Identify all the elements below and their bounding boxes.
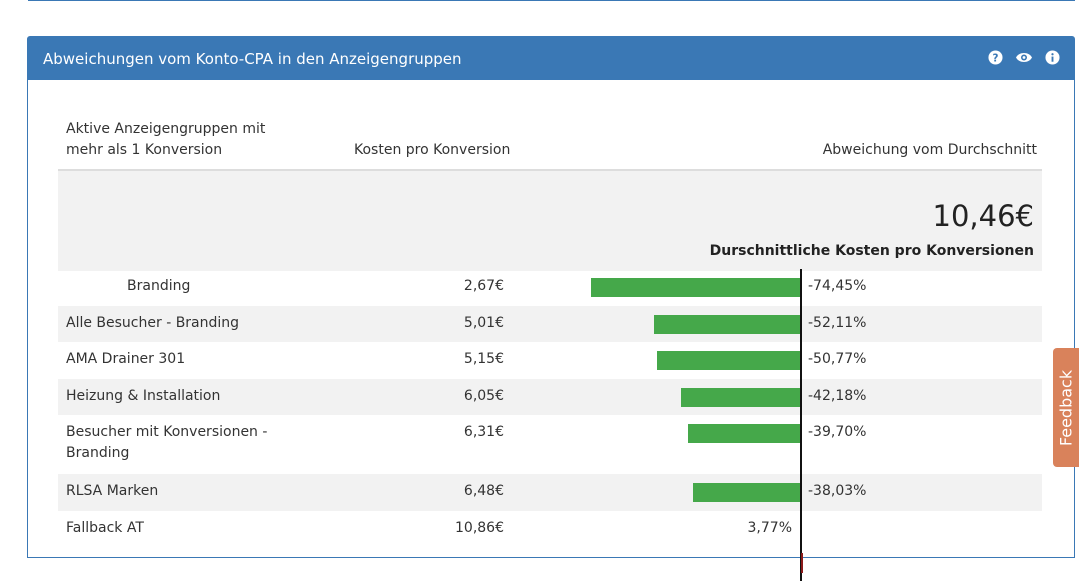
row-ad-group-name: Fallback AT <box>66 520 144 536</box>
table-row: Branding 2,67€ -74,45% <box>58 269 1042 306</box>
row-ad-group-name: RLSA Marken <box>66 483 159 499</box>
deviation-bar <box>654 315 800 334</box>
deviation-bar <box>693 483 800 502</box>
column-header-deviation: Abweichung vom Durchschnitt <box>822 142 1037 158</box>
row-deviation-value: -74,45% <box>808 278 867 294</box>
row-deviation-value: -52,11% <box>808 315 867 331</box>
row-deviation-value: -50,77% <box>808 351 867 367</box>
row-ad-group-name: Besucher mit Konversionen - Branding <box>66 424 268 461</box>
row-cost-per-conversion: 5,15€ <box>463 351 504 367</box>
average-summary: 10,46€ Durschnittliche Kosten pro Konver… <box>58 169 1042 271</box>
row-ad-group-name: Branding <box>127 278 191 294</box>
header-icons: ? <box>988 50 1060 65</box>
row-cost-per-conversion: 5,01€ <box>463 315 504 331</box>
column-header-ad-group: Aktive Anzeigengruppen mit mehr als 1 Ko… <box>66 119 265 161</box>
help-icon[interactable]: ? <box>988 50 1003 65</box>
average-cost-value: 10,46€ <box>932 199 1034 233</box>
panel-title: Abweichungen vom Konto-CPA in den Anzeig… <box>43 49 462 68</box>
column-header-ad-group-line1: Aktive Anzeigengruppen mit <box>66 121 266 137</box>
table-row: RLSA Marken 6,48€ -38,03% <box>58 474 1042 511</box>
info-icon[interactable] <box>1045 50 1060 65</box>
table-row: Fallback AT 10,86€ 3,77% <box>58 511 1042 547</box>
row-ad-group-name: Heizung & Installation <box>66 388 221 404</box>
row-deviation-value: 3,77% <box>747 520 792 536</box>
column-header-ad-group-line2: mehr als 1 Konversion <box>66 142 223 158</box>
row-ad-group-name: AMA Drainer 301 <box>66 351 186 367</box>
positive-deviation-bar <box>801 553 803 573</box>
row-deviation-value: -38,03% <box>808 483 867 499</box>
table-row: Alle Besucher - Branding 5,01€ -52,11% <box>58 306 1042 342</box>
row-deviation-value: -39,70% <box>808 424 867 440</box>
row-cost-per-conversion: 10,86€ <box>455 520 504 536</box>
deviation-bar <box>591 278 800 297</box>
row-cost-per-conversion: 2,67€ <box>463 278 504 294</box>
panel-header: Abweichungen vom Konto-CPA in den Anzeig… <box>28 37 1074 80</box>
previous-panel-edge <box>28 0 1075 1</box>
feedback-label: Feedback <box>1056 369 1076 446</box>
row-cost-per-conversion: 6,05€ <box>463 388 504 404</box>
average-cost-label: Durschnittliche Kosten pro Konversionen <box>709 243 1034 259</box>
deviation-bar <box>681 388 800 407</box>
feedback-tab[interactable]: Feedback <box>1053 348 1079 467</box>
row-cost-per-conversion: 6,31€ <box>463 424 504 440</box>
column-header-cost: Kosten pro Konversion <box>354 142 511 158</box>
table-row: Besucher mit Konversionen - Branding 6,31… <box>58 415 1042 474</box>
zero-axis-line <box>800 269 802 581</box>
table-row: Heizung & Installation 6,05€ -42,18% <box>58 379 1042 415</box>
eye-icon[interactable] <box>1015 50 1033 65</box>
deviation-bar <box>657 351 800 370</box>
deviation-bar <box>688 424 800 443</box>
svg-text:?: ? <box>993 52 999 64</box>
table-row: AMA Drainer 301 5,15€ -50,77% <box>58 342 1042 379</box>
row-ad-group-name: Alle Besucher - Branding <box>66 315 240 331</box>
deviation-panel: Abweichungen vom Konto-CPA in den Anzeig… <box>27 36 1075 581</box>
row-deviation-value: -42,18% <box>808 388 867 404</box>
row-cost-per-conversion: 6,48€ <box>463 483 504 499</box>
